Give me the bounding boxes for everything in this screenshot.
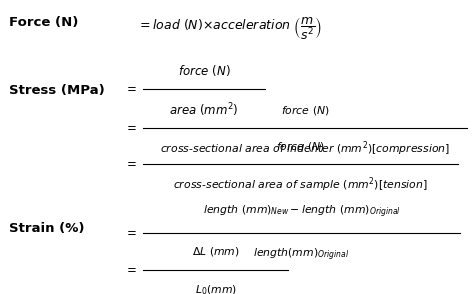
Text: $length(mm)_{Original}$: $length(mm)_{Original}$	[254, 246, 350, 263]
Text: $force\ (N)$: $force\ (N)$	[276, 140, 325, 153]
Text: $cross\text{-}sectional\ area\ of\ indenter\ (mm^{2})[compression]$: $cross\text{-}sectional\ area\ of\ inden…	[160, 140, 450, 158]
Text: $area\ (mm^{2})$: $area\ (mm^{2})$	[169, 101, 239, 118]
Text: $=$: $=$	[124, 262, 137, 275]
Text: Force (N): Force (N)	[9, 16, 79, 29]
Text: $=$: $=$	[124, 120, 137, 133]
Text: $length\ (mm)_{New} - length\ (mm)_{Original}$: $length\ (mm)_{New} - length\ (mm)_{Orig…	[202, 204, 401, 220]
Text: $=$: $=$	[124, 156, 137, 169]
Text: $\Delta L\ (mm)$: $\Delta L\ (mm)$	[192, 245, 239, 258]
Text: $=$: $=$	[124, 225, 137, 238]
Text: Stress (MPa): Stress (MPa)	[9, 83, 105, 97]
Text: $cross\text{-}sectional\ area\ of\ sample\ (mm^{2})[tension]$: $cross\text{-}sectional\ area\ of\ sampl…	[173, 176, 428, 194]
Text: $L_{0}(mm)$: $L_{0}(mm)$	[195, 283, 237, 294]
Text: $force\ (N)$: $force\ (N)$	[281, 104, 329, 117]
Text: Strain (%): Strain (%)	[9, 222, 85, 235]
Text: $force\ (N)$: $force\ (N)$	[178, 63, 230, 78]
Text: $=$: $=$	[124, 81, 137, 94]
Text: $= load\ (N){\times}acceleration\ \left(\dfrac{m}{s^{2}}\right)$: $= load\ (N){\times}acceleration\ \left(…	[137, 16, 322, 42]
